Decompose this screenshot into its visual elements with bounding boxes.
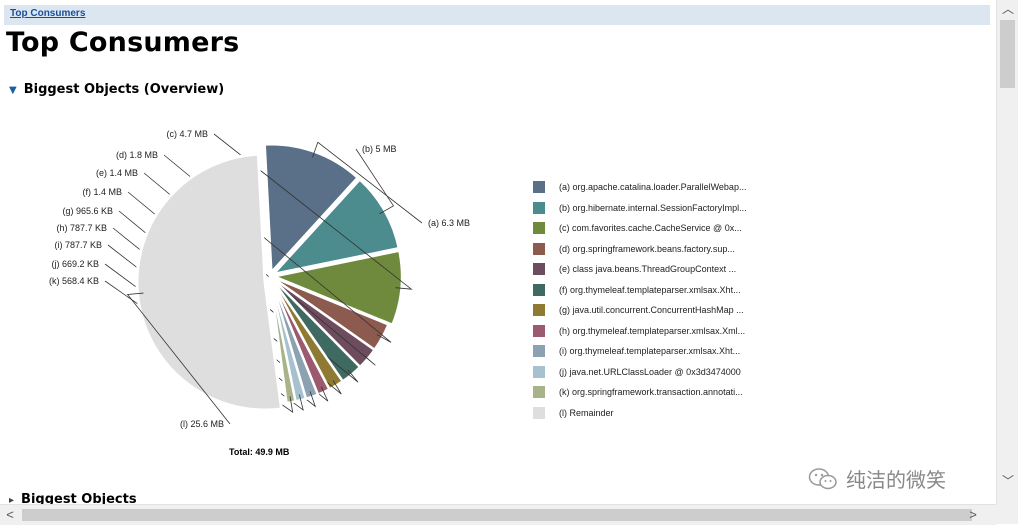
vertical-scroll-thumb[interactable]	[1000, 20, 1015, 88]
legend-swatch	[533, 365, 545, 378]
legend-item-d[interactable]: (d) org.springframework.beans.factory.su…	[533, 239, 747, 260]
leader-line-b	[355, 148, 395, 215]
section-title: Biggest Objects	[21, 492, 137, 504]
horizontal-scrollbar[interactable]: < >	[0, 504, 996, 525]
slice-label-k: (k) 568.4 KB	[49, 276, 99, 286]
breadcrumb[interactable]: Top Consumers	[10, 8, 86, 19]
legend-label: (f) org.thymeleaf.templateparser.xmlsax.…	[559, 284, 741, 295]
legend-swatch	[533, 242, 545, 255]
pie-slice-l[interactable]	[135, 152, 284, 412]
scrollbar-corner	[996, 504, 1018, 524]
legend-item-c[interactable]: (c) com.favorites.cache.CacheService @ 0…	[533, 218, 747, 239]
legend-label: (j) java.net.URLClassLoader @ 0x3d347400…	[559, 366, 741, 377]
legend-item-a[interactable]: (a) org.apache.catalina.loader.ParallelW…	[533, 177, 747, 198]
slice-label-a: (a) 6.3 MB	[428, 218, 470, 228]
legend-item-i[interactable]: (i) org.thymeleaf.templateparser.xmlsax.…	[533, 341, 747, 362]
section-biggest-objects[interactable]: ▸ Biggest Objects	[9, 492, 137, 504]
legend-label: (c) com.favorites.cache.CacheService @ 0…	[559, 223, 742, 234]
slice-label-i: (i) 787.7 KB	[54, 240, 102, 250]
legend-swatch	[533, 263, 545, 276]
legend-swatch	[533, 304, 545, 317]
watermark-text: 纯洁的微笑	[846, 468, 946, 492]
scroll-right-icon[interactable]: >	[969, 507, 977, 522]
slice-label-l: (l) 25.6 MB	[180, 419, 224, 429]
slice-label-g: (g) 965.6 KB	[62, 206, 113, 216]
legend-swatch	[533, 324, 545, 337]
watermark: 纯洁的微笑	[808, 464, 946, 493]
report-page: Top Consumers Top Consumers ▼ Biggest Obj…	[4, 5, 990, 504]
breadcrumb-bar: Top Consumers	[4, 5, 990, 25]
legend-item-g[interactable]: (g) java.util.concurrent.ConcurrentHashM…	[533, 300, 747, 321]
legend-label: (i) org.thymeleaf.templateparser.xmlsax.…	[559, 346, 741, 357]
slice-label-j: (j) 669.2 KB	[51, 259, 99, 269]
leader-line-l	[126, 292, 231, 425]
vertical-scrollbar[interactable]: ︿ ﹀	[996, 0, 1018, 504]
legend-label: (g) java.util.concurrent.ConcurrentHashM…	[559, 305, 744, 316]
pie-chart: (a) 6.3 MB (b) 5 MB (c) 4.7 MB (d) 1.8 MB (e…	[49, 129, 470, 429]
legend-label: (h) org.thymeleaf.templateparser.xmlsax.…	[559, 325, 746, 336]
section-biggest-objects-overview[interactable]: ▼ Biggest Objects (Overview)	[9, 82, 224, 97]
legend-label: (k) org.springframework.transaction.anno…	[559, 387, 743, 398]
expand-caret-icon[interactable]: ▸	[9, 495, 15, 504]
slice-label-c: (c) 4.7 MB	[166, 129, 208, 139]
section-title: Biggest Objects (Overview)	[23, 82, 225, 97]
legend-label: (l) Remainder	[559, 407, 614, 418]
horizontal-scroll-thumb[interactable]	[22, 509, 972, 521]
scroll-left-icon[interactable]: <	[6, 507, 14, 522]
legend-label: (e) class java.beans.ThreadGroupContext …	[559, 264, 737, 275]
slice-label-h: (h) 787.7 KB	[56, 223, 107, 233]
page-title: Top Consumers	[6, 27, 240, 58]
chart-total: Total: 49.9 MB	[229, 447, 290, 457]
slice-label-f: (f) 1.4 MB	[82, 187, 122, 197]
legend-swatch	[533, 222, 545, 235]
legend-item-k[interactable]: (k) org.springframework.transaction.anno…	[533, 382, 747, 403]
legend-item-f[interactable]: (f) org.thymeleaf.templateparser.xmlsax.…	[533, 280, 747, 301]
legend-label: (a) org.apache.catalina.loader.ParallelW…	[559, 182, 747, 193]
legend-swatch	[533, 201, 545, 214]
scroll-down-icon[interactable]: ﹀	[1001, 474, 1014, 488]
collapse-caret-icon[interactable]: ▼	[9, 85, 17, 96]
slice-label-e: (e) 1.4 MB	[96, 168, 138, 178]
wechat-icon	[808, 467, 837, 489]
legend-swatch	[533, 181, 545, 194]
slice-label-d: (d) 1.8 MB	[116, 150, 158, 160]
leader-line-c	[213, 133, 413, 290]
legend-swatch	[533, 283, 545, 296]
scroll-up-icon[interactable]: ︿	[1001, 2, 1014, 16]
legend-item-e[interactable]: (e) class java.beans.ThreadGroupContext …	[533, 259, 747, 280]
chart-legend: (a) org.apache.catalina.loader.ParallelW…	[533, 177, 747, 423]
legend-item-h[interactable]: (h) org.thymeleaf.templateparser.xmlsax.…	[533, 321, 747, 342]
legend-label: (d) org.springframework.beans.factory.su…	[559, 243, 735, 254]
legend-swatch	[533, 406, 545, 419]
legend-item-j[interactable]: (j) java.net.URLClassLoader @ 0x3d347400…	[533, 362, 747, 383]
slice-label-b: (b) 5 MB	[362, 144, 397, 154]
legend-item-l[interactable]: (l) Remainder	[533, 403, 747, 424]
legend-item-b[interactable]: (b) org.hibernate.internal.SessionFactor…	[533, 198, 747, 219]
legend-label: (b) org.hibernate.internal.SessionFactor…	[559, 202, 747, 213]
legend-swatch	[533, 386, 545, 399]
legend-swatch	[533, 345, 545, 358]
